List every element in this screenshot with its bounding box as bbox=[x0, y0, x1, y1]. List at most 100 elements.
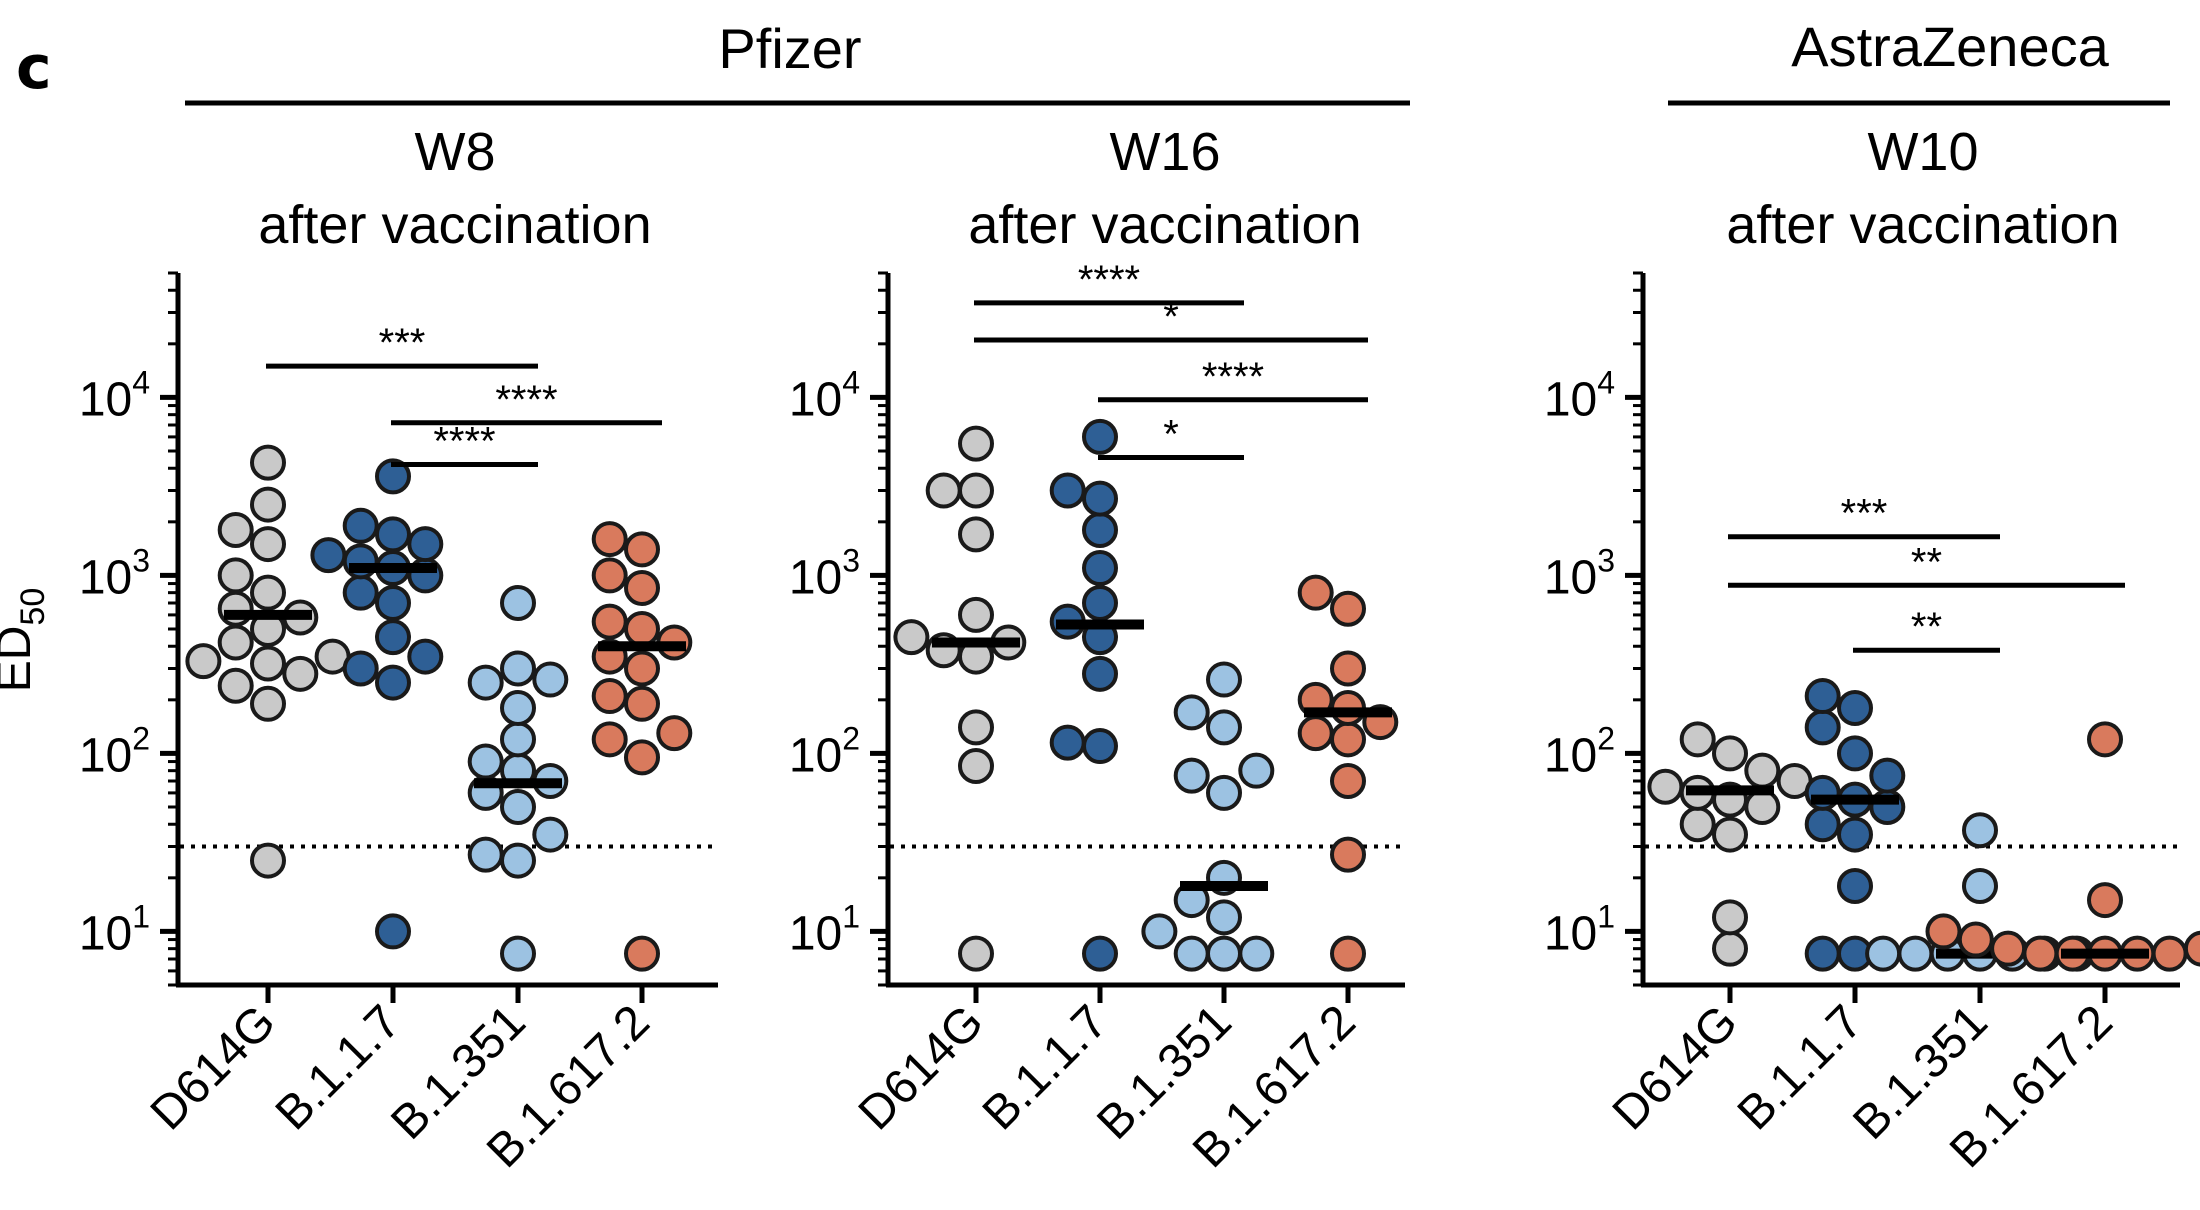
panel-title-line2: after vaccination bbox=[258, 195, 651, 255]
data-point bbox=[375, 664, 411, 701]
data-point bbox=[624, 531, 660, 568]
data-point bbox=[1082, 728, 1118, 765]
data-point bbox=[407, 526, 444, 563]
data-point bbox=[532, 816, 569, 853]
y-tick-base: 10 bbox=[1544, 729, 1597, 782]
data-point bbox=[1804, 709, 1841, 746]
data-point bbox=[1297, 574, 1334, 611]
y-tick-base: 10 bbox=[79, 907, 132, 960]
data-point bbox=[1837, 867, 1873, 904]
y-tick-exponent: 4 bbox=[842, 364, 860, 400]
data-point bbox=[1049, 472, 1086, 509]
significance-label: **** bbox=[1202, 355, 1264, 399]
data-point bbox=[467, 836, 504, 873]
data-point bbox=[1206, 899, 1242, 936]
data-point bbox=[958, 709, 994, 746]
data-point bbox=[282, 655, 319, 692]
data-point bbox=[958, 935, 994, 972]
y-tick-label: 103 bbox=[79, 542, 150, 604]
data-point bbox=[500, 584, 536, 621]
x-tick-label: D614G bbox=[141, 995, 286, 1140]
data-point bbox=[250, 574, 286, 611]
panel-title-line1: W10 bbox=[1867, 122, 1978, 182]
data-point bbox=[591, 721, 628, 758]
data-point bbox=[1804, 935, 1841, 972]
data-point bbox=[1238, 752, 1275, 789]
data-point bbox=[1962, 812, 1998, 849]
data-point bbox=[1206, 709, 1242, 746]
data-point bbox=[958, 596, 994, 633]
y-tick-label: 104 bbox=[789, 364, 860, 426]
significance-label: **** bbox=[433, 419, 495, 463]
data-point bbox=[375, 516, 411, 553]
data-point bbox=[1957, 921, 1994, 958]
data-point bbox=[1804, 678, 1841, 715]
data-point bbox=[500, 721, 536, 758]
group-label-pfizer: Pfizer bbox=[718, 17, 861, 80]
data-point bbox=[1869, 757, 1906, 794]
y-tick-base: 10 bbox=[789, 907, 842, 960]
data-point bbox=[1897, 935, 1934, 972]
y-tick-label: 102 bbox=[79, 720, 150, 782]
data-point bbox=[624, 935, 660, 972]
data-point bbox=[591, 521, 628, 558]
data-point bbox=[1679, 721, 1716, 758]
data-point bbox=[250, 526, 286, 563]
data-point bbox=[1330, 721, 1366, 758]
data-point bbox=[250, 842, 286, 879]
significance-label: * bbox=[1163, 412, 1179, 456]
data-point bbox=[467, 664, 504, 701]
significance-label: **** bbox=[1078, 258, 1140, 302]
y-tick-label: 103 bbox=[789, 542, 860, 604]
y-tick-label: 101 bbox=[1544, 898, 1615, 960]
y-tick-base: 10 bbox=[1544, 551, 1597, 604]
data-point bbox=[342, 507, 379, 544]
y-tick-base: 10 bbox=[1544, 907, 1597, 960]
data-point bbox=[2087, 882, 2123, 919]
data-point bbox=[217, 557, 254, 594]
panel-title-line1: W16 bbox=[1109, 122, 1220, 182]
y-tick-label: 102 bbox=[1544, 720, 1615, 782]
data-point bbox=[1141, 913, 1178, 950]
y-tick-exponent: 2 bbox=[1597, 720, 1615, 756]
data-point bbox=[1837, 816, 1873, 853]
data-point bbox=[624, 685, 660, 722]
data-point bbox=[250, 444, 286, 481]
y-tick-base: 10 bbox=[789, 729, 842, 782]
data-point bbox=[1082, 418, 1118, 455]
data-point bbox=[342, 650, 379, 687]
y-tick-exponent: 1 bbox=[842, 898, 860, 934]
data-point bbox=[217, 590, 254, 627]
data-point bbox=[342, 574, 379, 611]
y-tick-base: 10 bbox=[1544, 373, 1597, 426]
data-point bbox=[656, 715, 693, 752]
significance-label: ** bbox=[1911, 605, 1942, 649]
y-tick-exponent: 1 bbox=[1597, 898, 1615, 934]
y-tick-label: 103 bbox=[1544, 542, 1615, 604]
data-point bbox=[1679, 806, 1716, 843]
data-point bbox=[624, 611, 660, 647]
data-point bbox=[958, 472, 994, 509]
data-point bbox=[185, 643, 222, 680]
data-point bbox=[1962, 867, 1998, 904]
data-point bbox=[1173, 694, 1210, 731]
data-point bbox=[624, 650, 660, 687]
data-point bbox=[250, 486, 286, 523]
panel-title-line2: after vaccination bbox=[1726, 195, 2119, 255]
data-point bbox=[1082, 655, 1118, 692]
data-point bbox=[1712, 816, 1748, 853]
data-point bbox=[1297, 715, 1334, 752]
data-point bbox=[2151, 935, 2188, 972]
data-point bbox=[1925, 913, 1962, 950]
y-tick-exponent: 3 bbox=[1597, 542, 1615, 578]
data-point bbox=[2087, 721, 2123, 758]
y-tick-exponent: 1 bbox=[132, 898, 150, 934]
data-point bbox=[1712, 899, 1748, 936]
data-point bbox=[467, 743, 504, 780]
panel-title-line2: after vaccination bbox=[968, 195, 1361, 255]
y-tick-base: 10 bbox=[79, 373, 132, 426]
data-point bbox=[1206, 935, 1242, 972]
data-point bbox=[375, 584, 411, 621]
